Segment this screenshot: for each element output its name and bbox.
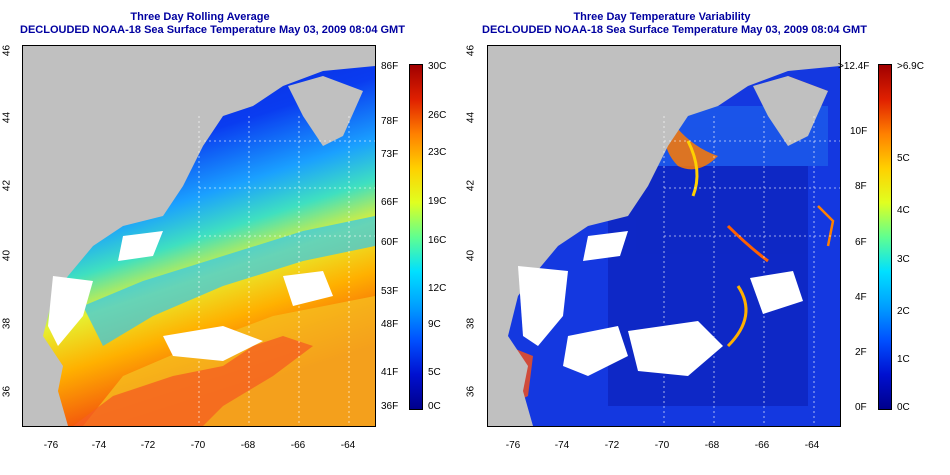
right-cbar-f-label: 0F <box>855 402 867 413</box>
right-xtick: -74 <box>554 440 570 451</box>
right-cbar-f-label: 6F <box>855 237 867 248</box>
right-cbar-c-label: >6.9C <box>897 61 924 72</box>
left-cbar-c-label: 23C <box>428 147 447 158</box>
left-sst-map <box>22 45 376 427</box>
right-cbar-f-label: 2F <box>855 347 867 358</box>
right-xtick: -76 <box>505 440 521 451</box>
right-xtick: -66 <box>754 440 770 451</box>
left-xtick: -70 <box>190 440 206 451</box>
right-cbar-c-label: 1C <box>897 354 910 365</box>
left-xtick: -68 <box>240 440 256 451</box>
left-cbar-f-label: 78F <box>381 116 399 127</box>
right-ytick: 42 <box>465 179 477 192</box>
left-cbar-f-label: 73F <box>381 149 399 160</box>
left-cbar-c-label: 0C <box>428 401 441 412</box>
right-title-line1: Three Day Temperature Variability <box>573 11 751 23</box>
left-title-line1: Three Day Rolling Average <box>130 11 270 23</box>
left-cbar-f-label: 36F <box>381 401 399 412</box>
right-xtick: -70 <box>654 440 670 451</box>
left-ytick: 46 <box>1 44 13 57</box>
left-xtick: -74 <box>91 440 107 451</box>
right-title-line2: DECLOUDED NOAA-18 Sea Surface Temperatur… <box>482 24 867 36</box>
left-cbar-c-label: 19C <box>428 196 447 207</box>
right-cbar-c-label: 3C <box>897 254 910 265</box>
right-cbar-c-label: 0C <box>897 402 910 413</box>
right-xtick: -72 <box>604 440 620 451</box>
right-cbar-c-label: 4C <box>897 205 910 216</box>
left-cbar-f-label: 60F <box>381 237 399 248</box>
left-xtick: -76 <box>43 440 59 451</box>
right-cbar-f-label: 8F <box>855 181 867 192</box>
left-cbar-c-label: 12C <box>428 283 447 294</box>
right-colorbar <box>878 64 892 410</box>
left-cbar-f-label: 86F <box>381 61 399 72</box>
right-variability-map <box>487 45 841 427</box>
right-cbar-f-label: 10F <box>850 126 868 137</box>
left-cbar-c-label: 9C <box>428 319 441 330</box>
right-ytick: 38 <box>465 317 477 330</box>
right-cbar-c-label: 2C <box>897 306 910 317</box>
right-ytick: 40 <box>465 249 477 262</box>
right-cbar-f-label: >12.4F <box>838 61 870 72</box>
left-cbar-f-label: 41F <box>381 367 399 378</box>
right-variability-image <box>488 46 840 426</box>
left-cbar-f-label: 66F <box>381 197 399 208</box>
right-xtick: -64 <box>804 440 820 451</box>
left-xtick: -64 <box>340 440 356 451</box>
left-colorbar <box>409 64 423 410</box>
left-cbar-c-label: 5C <box>428 367 441 378</box>
right-xtick: -68 <box>704 440 720 451</box>
left-cbar-c-label: 16C <box>428 235 447 246</box>
left-cbar-f-label: 53F <box>381 286 399 297</box>
left-cbar-c-label: 26C <box>428 110 447 121</box>
left-ytick: 38 <box>1 317 13 330</box>
left-xtick: -66 <box>290 440 306 451</box>
left-xtick: -72 <box>140 440 156 451</box>
right-ytick: 44 <box>465 111 477 124</box>
left-cbar-c-label: 30C <box>428 61 447 72</box>
left-cbar-f-label: 48F <box>381 319 399 330</box>
right-cbar-f-label: 4F <box>855 292 867 303</box>
right-ytick: 36 <box>465 385 477 398</box>
left-ytick: 36 <box>1 385 13 398</box>
left-sst-image <box>23 46 375 426</box>
right-cbar-c-label: 5C <box>897 153 910 164</box>
left-title-line2: DECLOUDED NOAA-18 Sea Surface Temperatur… <box>20 24 405 36</box>
left-ytick: 42 <box>1 179 13 192</box>
left-ytick: 40 <box>1 249 13 262</box>
right-ytick: 46 <box>465 44 477 57</box>
left-ytick: 44 <box>1 111 13 124</box>
